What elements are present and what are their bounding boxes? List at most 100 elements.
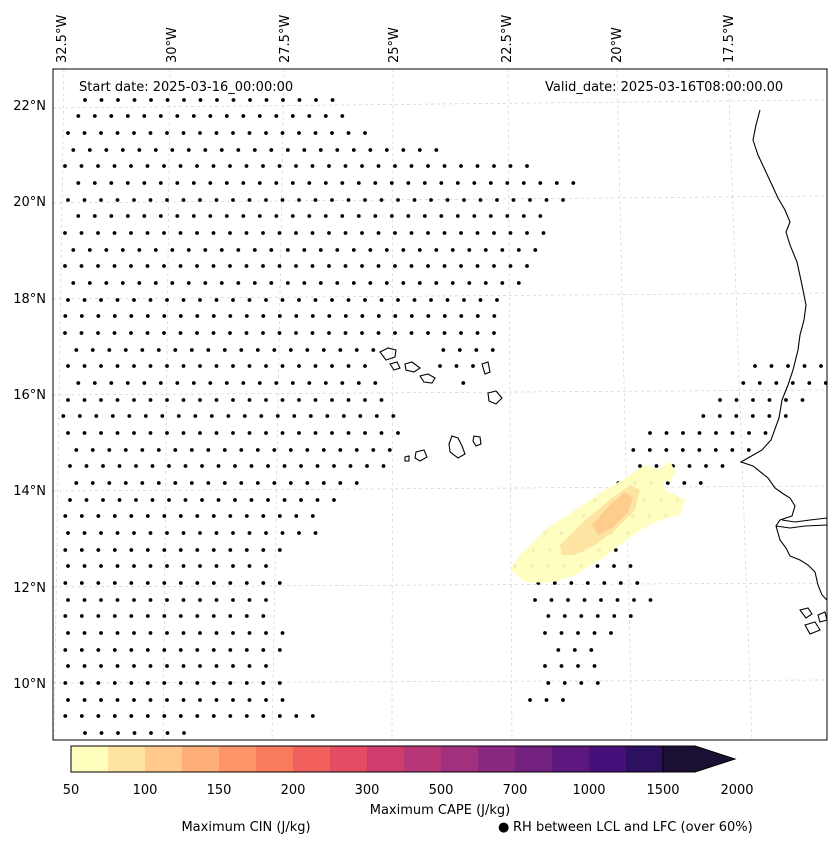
rh-dot [261, 514, 266, 518]
rh-dot [112, 231, 117, 235]
rh-dot [198, 598, 202, 602]
rh-dot [321, 448, 326, 452]
rh-dot [244, 648, 249, 652]
rh-dot [264, 564, 268, 568]
rh-dot [82, 698, 87, 702]
rh-dot [305, 481, 310, 485]
rh-dot [214, 664, 219, 668]
rh-dot [129, 264, 133, 268]
rh-dot [228, 514, 233, 518]
rh-dot [107, 448, 112, 452]
rh-dot [516, 281, 521, 285]
rh-dot [360, 331, 364, 335]
rh-dot [140, 481, 145, 485]
lat-label-22n: 22°N [13, 99, 46, 114]
rh-dot [79, 548, 84, 552]
rh-dot [401, 248, 406, 252]
rh-dot [115, 698, 120, 702]
rh-dot [592, 664, 597, 668]
rh-dot [277, 164, 282, 168]
rh-dot [360, 164, 364, 168]
rh-dot [288, 448, 293, 452]
rh-dot [195, 614, 200, 618]
rh-dot [244, 548, 249, 552]
rh-dot [307, 181, 312, 185]
rh-dot [129, 614, 134, 618]
rh-dot [241, 381, 246, 385]
rh-dot [112, 614, 117, 618]
rh-dot [310, 164, 315, 168]
rh-dot [107, 348, 112, 352]
rh-dot [211, 514, 216, 518]
rh-dot [158, 181, 163, 185]
rh-dot [228, 164, 232, 168]
rh-dot [211, 614, 216, 618]
rh-dot [718, 398, 722, 402]
rh-dot [475, 164, 480, 168]
rh-dot [391, 414, 396, 418]
rh-dot [384, 281, 389, 285]
rh-dot [751, 398, 755, 402]
rh-dot [261, 231, 265, 235]
rh-dot [241, 181, 246, 185]
rh-dot [313, 298, 318, 302]
rh-dot [195, 514, 200, 518]
rh-dot [132, 398, 136, 402]
rh-dot [145, 314, 150, 318]
rh-dot [363, 131, 367, 135]
rh-dot [112, 714, 117, 718]
rh-dot [257, 214, 262, 218]
colorbar-swatch [404, 746, 442, 772]
rh-dot [189, 448, 194, 452]
rh-dot [175, 381, 180, 385]
rh-dot [165, 298, 169, 302]
rh-dot [178, 648, 183, 652]
bijagos-island-2 [804, 621, 821, 635]
rh-dot [612, 614, 617, 618]
rh-dot [426, 231, 430, 235]
rh-dot [429, 298, 433, 302]
rh-dot [181, 664, 186, 668]
colorbar-swatch [219, 746, 257, 772]
rh-dot [170, 281, 175, 285]
rh-dot [79, 581, 84, 585]
rh-dot [198, 631, 202, 635]
rh-dot [150, 464, 155, 468]
rh-dot [252, 248, 257, 252]
rh-dot [259, 414, 264, 418]
rh-dot [148, 298, 153, 302]
rh-dot [445, 198, 450, 202]
start-date-label: Start date: 2025-03-16_00:00:00 [79, 80, 293, 95]
rh-dot [66, 564, 70, 568]
lat-label-10n: 10°N [13, 677, 46, 692]
rh-dot [162, 548, 167, 552]
rh-dot [492, 264, 496, 268]
rh-dot [228, 581, 233, 585]
rh-dot [819, 364, 823, 368]
rh-dot [681, 431, 685, 435]
rh-dot [63, 264, 67, 268]
rh-dot [148, 131, 153, 135]
rh-dot [332, 498, 336, 502]
rh-dot [261, 331, 265, 335]
rh-dot [454, 364, 459, 368]
rh-dot [680, 448, 685, 452]
rh-dot [354, 448, 359, 452]
lon-label-27-5w: 27.5°W [278, 15, 293, 63]
rh-dot [117, 464, 122, 468]
rh-dot [99, 398, 103, 402]
rh-dot [538, 214, 543, 218]
rh-dot [241, 214, 246, 218]
rh-dot [363, 364, 367, 368]
rh-dot [66, 198, 70, 202]
cape-filled-contours [510, 462, 685, 583]
rh-dot [244, 514, 249, 518]
rh-dot [239, 448, 244, 452]
rh-dot [96, 331, 100, 335]
rh-dot [269, 148, 274, 152]
rh-dot [384, 148, 389, 152]
rh-dot [277, 514, 282, 518]
rh-dot [483, 281, 488, 285]
rh-dot [412, 198, 417, 202]
cape-verde-santo-antao [379, 347, 397, 361]
